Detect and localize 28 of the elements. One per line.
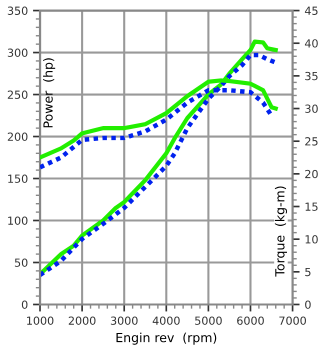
y-tick-label: 250 (8, 90, 28, 99)
x-axis-title: Engin rev (rpm) (116, 332, 216, 345)
y2-tick-label: 10 (306, 235, 318, 244)
y2-tick-label: 20 (305, 170, 318, 178)
y-tick-label: 200 (8, 132, 28, 141)
y2-tick-label: 30 (305, 104, 318, 113)
x-tick-label: 1000 (27, 316, 54, 325)
x-tick-label: 5000 (195, 316, 222, 325)
y2-tick-label: 40 (304, 39, 318, 48)
y-tick-label: 100 (8, 216, 28, 225)
x-tick-label: 7000 (279, 316, 306, 325)
x-tick-label: 3000 (110, 316, 138, 325)
y2-tick-label: 25 (305, 137, 318, 146)
x-tick-label: 4000 (152, 316, 180, 325)
y2-tick-label: 35 (305, 72, 318, 80)
y-tick-label: 50 (14, 258, 28, 267)
x-tick-label: 6000 (237, 316, 264, 325)
y2-tick-label: 15 (306, 202, 318, 211)
y2-tick-label: 5 (305, 268, 310, 276)
y-axis-title: Power (hp) (43, 58, 56, 128)
x-tick-label: 2000 (68, 316, 96, 325)
y2-tick-label: 0 (305, 300, 311, 309)
y2-axis-title: Torque (kg-m) (274, 186, 287, 277)
y-tick-label: 0 (22, 300, 28, 309)
y-tick-label: 150 (8, 174, 28, 183)
y-tick-label: 350 (8, 6, 28, 15)
y-tick-label: 300 (8, 48, 28, 57)
y2-tick-label: 45 (304, 6, 318, 15)
